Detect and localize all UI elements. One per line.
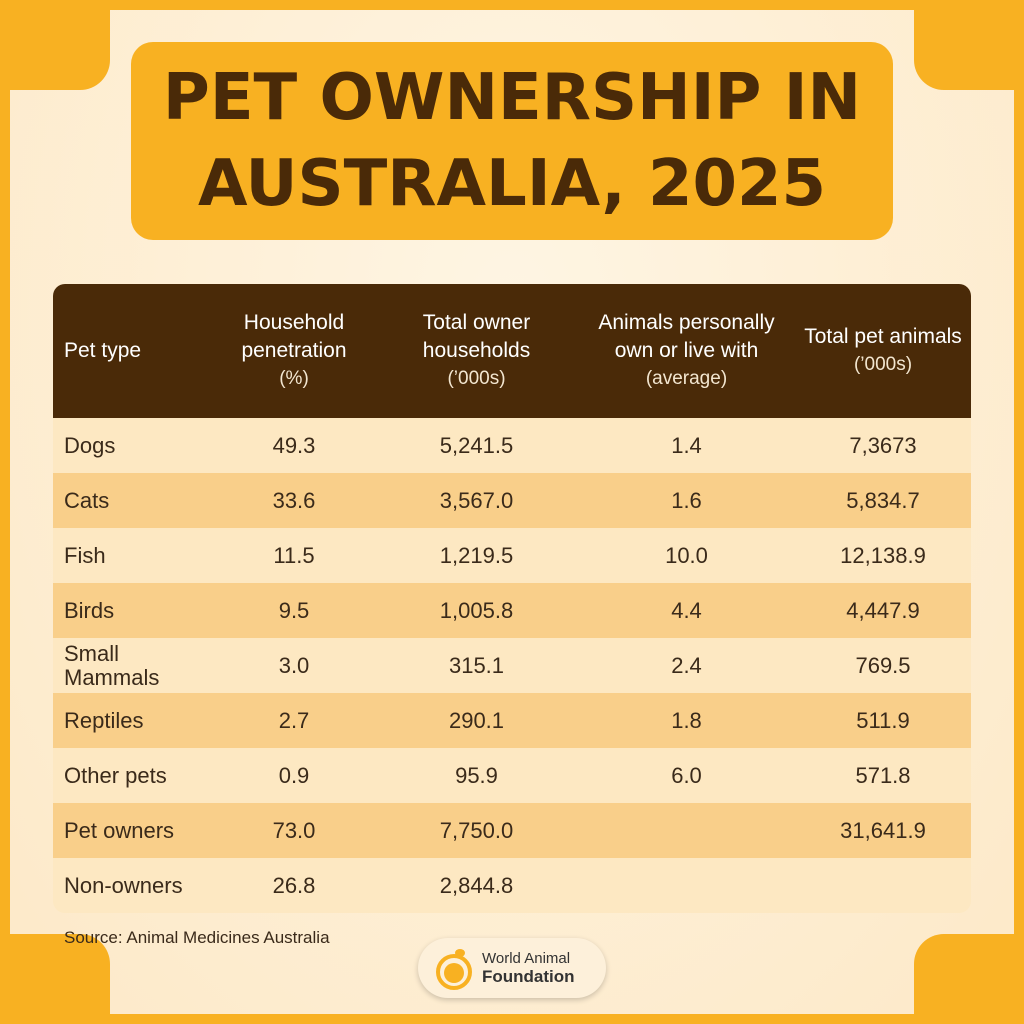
table-cell: 290.1: [448, 707, 505, 733]
column-header-title: Total owner households: [422, 311, 531, 362]
logo-text-line-1: World Animal: [482, 950, 571, 967]
table-cell: 73.0: [272, 817, 316, 843]
table-cell: Pet owners: [64, 817, 175, 843]
table-cell: 511.9: [856, 707, 910, 733]
column-header: Animals personally own or live with (aver…: [578, 309, 795, 393]
corner-decoration: [914, 934, 1014, 1014]
table-cell: 5,241.5: [439, 432, 514, 458]
table-row: Cats 33.6 3,567.0 1.6 5,834.7: [53, 473, 971, 528]
table-cell: Non-owners: [64, 872, 183, 898]
table-cell: 7,750.0: [439, 817, 514, 843]
table-cell: Cats: [64, 487, 110, 513]
table-cell: 2.4: [671, 652, 702, 678]
table-cell: 1,219.5: [439, 542, 514, 568]
table-cell: 315.1: [448, 652, 505, 678]
table-cell: 571.8: [855, 762, 911, 788]
animal-logo-icon: [436, 949, 472, 990]
table-row: Non-owners 26.8 2,844.8: [53, 858, 971, 913]
table-cell: 26.8: [272, 872, 316, 898]
table-cell: Fish: [64, 542, 106, 568]
table-cell: 0.9: [278, 762, 310, 788]
table-cell: 4,447.9: [846, 597, 920, 623]
table-cell: Dogs: [64, 432, 116, 458]
table-cell: 1.8: [671, 707, 702, 733]
corner-decoration: [10, 934, 110, 1014]
column-header: Household penetration (%): [213, 309, 375, 393]
table-cell: 1,005.8: [439, 597, 514, 623]
table-cell: Small Mammals: [64, 640, 160, 690]
table-cell: 12,138.9: [840, 542, 926, 568]
table-cell: 9.5: [278, 597, 310, 623]
table-cell: Birds: [64, 597, 115, 623]
table-cell: 7,3673: [849, 432, 917, 458]
world-animal-foundation-logo: World Animal Foundation: [418, 938, 606, 998]
table-header-row: Pet type Household penetration (%) Total ow…: [53, 284, 971, 418]
table-row: Other pets 0.9 95.9 6.0 571.8: [53, 748, 971, 803]
corner-decoration: [10, 10, 110, 90]
table-cell: 2,844.8: [439, 872, 514, 898]
logo-text-line-2: Foundation: [482, 967, 575, 986]
source-note: Source: Animal Medicines Australia: [64, 928, 330, 947]
table-cell: 33.6: [272, 487, 316, 513]
table-row: Reptiles 2.7 290.1 1.8 511.9: [53, 693, 971, 748]
table-cell: 769.5: [855, 652, 911, 678]
corner-decoration: [914, 10, 1014, 90]
table-cell: 11.5: [273, 542, 315, 568]
column-header-unit: (average): [645, 368, 728, 389]
table-cell: 3.0: [278, 652, 310, 678]
column-header: Total owner households (’000s): [375, 309, 578, 393]
pet-ownership-table: Pet type Household penetration (%) Total ow…: [53, 284, 971, 913]
table-cell: 5,834.7: [846, 487, 920, 513]
column-header-title: Animals personally own or live with: [598, 311, 775, 362]
column-header-unit: (’000s): [853, 354, 913, 375]
column-header: Pet type: [53, 337, 213, 365]
title-line-1: PET OWNERSHIP IN: [162, 61, 862, 135]
column-header-title: Pet type: [64, 339, 142, 362]
table-row: Dogs 49.3 5,241.5 1.4 7,3673: [53, 418, 971, 473]
title-line-2: AUSTRALIA, 2025: [197, 147, 827, 221]
table-cell: Other pets: [64, 762, 167, 788]
table-cell: 4.4: [671, 597, 702, 623]
column-header-unit: (%): [279, 368, 309, 389]
table-cell: 3,567.0: [439, 487, 514, 513]
table-row: Fish 11.5 1,219.5 10.0 12,138.9: [53, 528, 971, 583]
table-row: Pet owners 73.0 7,750.0 31,641.9: [53, 803, 971, 858]
table-cell: 49.3: [272, 432, 316, 458]
table-cell: 1.6: [671, 487, 702, 513]
column-header-title: Total pet animals: [804, 325, 962, 348]
table-cell: Reptiles: [64, 707, 144, 733]
column-header: Total pet animals (’000s): [795, 323, 971, 379]
table-cell: 2.7: [278, 707, 310, 733]
page-title: PET OWNERSHIP IN AUSTRALIA, 2025: [131, 42, 893, 240]
table-cell: 6.0: [671, 762, 702, 788]
table-cell: 1.4: [671, 432, 702, 458]
table-cell: 10.0: [665, 542, 708, 568]
table-row: Birds 9.5 1,005.8 4.4 4,447.9: [53, 583, 971, 638]
table-cell: 95.9: [455, 762, 498, 788]
column-header-title: Household penetration: [241, 311, 347, 362]
table-cell: 31,641.9: [840, 817, 926, 843]
table-row: Small Mammals 3.0 315.1 2.4 769.5: [53, 638, 971, 693]
column-header-unit: (’000s): [447, 368, 506, 389]
